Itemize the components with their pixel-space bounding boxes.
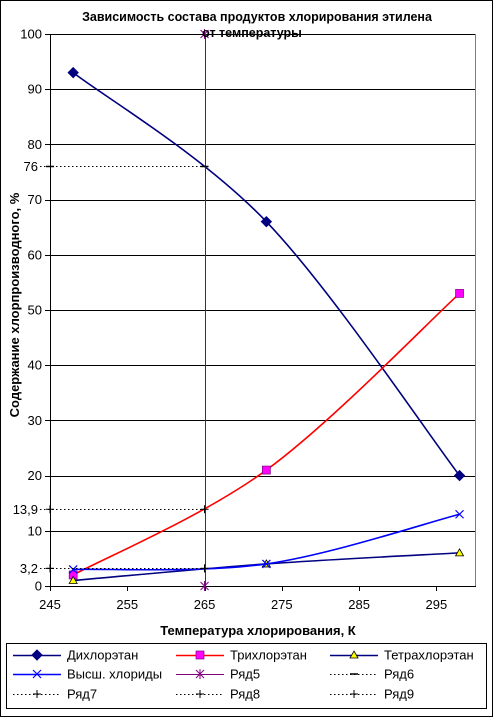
legend-item: Высш. хлориды [13,667,162,682]
legend-marker [195,650,205,660]
legend-label: Высш. хлориды [67,667,162,682]
x-tick-label: 265 [194,597,216,612]
x-tick-label: 255 [116,597,138,612]
legend-label: Ряд5 [230,667,260,682]
series-2-point-2 [262,465,271,475]
x-tick-label: 295 [426,597,448,612]
series-1-point-2 [260,215,273,228]
series-1-point-1 [67,66,79,79]
legend-marker [31,649,43,661]
x-tick-label: 245 [39,597,61,612]
legend [6,643,487,709]
asterisk-marker [200,581,209,591]
legend-item: Ряд9 [330,687,414,702]
asterisk-marker [200,29,209,39]
series-5-point-1 [200,581,209,591]
plus-marker [350,690,358,698]
data-label: 76 [24,159,38,174]
chart-title-line-2: от температуры [202,26,302,40]
series-3-point-3 [454,548,465,557]
x-axis-title: Температура хлорирования, К [160,623,356,638]
legend-label: Трихлорэтан [230,648,307,663]
diamond-marker [67,66,79,79]
y-tick-label: 20 [28,468,42,483]
legend-marker [32,669,42,679]
y-tick-label: 50 [28,303,42,318]
legend-item: Дихлорэтан [13,648,138,663]
legend-item: Ряд6 [330,667,414,682]
plus-marker [200,564,209,573]
series-5-point-2 [200,29,209,39]
y-axis-title: Содержание хлорпроизводного, % [7,192,22,417]
asterisk-marker [195,669,205,679]
x-marker [68,565,78,574]
plus-marker [33,690,41,698]
x-marker [32,669,42,679]
series-2-point-3 [455,289,464,298]
triangle-marker [454,548,465,557]
legend-item: Тетрахлорэтан [330,648,474,663]
legend-marker [33,690,41,698]
legend-item: Трихлорэтан [176,648,307,663]
legend-marker [350,690,358,698]
legend-label: Ряд7 [67,687,97,702]
chart-title-line-1: Зависимость состава продуктов хлорирован… [82,10,433,24]
triangle-marker [68,575,78,584]
series-1-point-3 [453,469,466,482]
y-tick-label: 60 [28,247,42,262]
legend-label: Дихлорэтан [67,648,138,663]
legend-item: Ряд5 [176,667,260,682]
square-marker [262,465,271,475]
axes: 0 10 20 30 40 50 60 70 80 90 100 245 255 265 275 285 295 [20,27,476,612]
x-tick-label: 275 [271,597,293,612]
y-tick-label: 40 [28,358,42,373]
legend-label: Ряд9 [384,687,414,702]
x-marker [455,509,464,519]
plus-marker [196,690,204,698]
y-tick-label: 70 [28,192,42,207]
legend-label: Ряд6 [384,667,414,682]
legend-item: Ряд8 [176,687,260,702]
series-4-point-2 [261,559,271,569]
legend-marker [196,690,204,698]
y-tick-label: 90 [28,82,42,97]
series-layer: 76 13,9 3,2 [13,29,466,591]
data-label: 13,9 [13,502,38,517]
gridlines [50,34,475,587]
x-marker [261,559,271,569]
plus-marker [46,564,54,573]
diamond-marker [260,215,273,228]
series-4-point-3 [455,509,464,519]
series-3-point-1 [68,575,78,584]
square-marker [455,289,464,298]
y-tick-label: 0 [35,579,42,594]
legend-item: Ряд7 [13,687,97,702]
diamond-marker [453,469,466,482]
square-marker [195,650,205,660]
series-4-point-1 [68,565,78,574]
data-label: 3,2 [20,561,38,576]
series-7-point-2 [200,505,209,514]
y-tick-label: 100 [20,27,42,42]
y-tick-label: 80 [28,137,42,152]
plus-marker [200,505,209,514]
series-9-point-1 [46,564,54,573]
diamond-marker [31,649,43,661]
plus-marker [46,505,54,514]
series-9-point-2 [200,564,209,573]
series-7-point-1 [46,505,54,514]
legend-marker [195,669,205,679]
legend-marker [349,650,359,659]
legend-label: Ряд8 [230,687,260,702]
y-tick-label: 30 [28,413,42,428]
triangle-marker [349,650,359,659]
y-tick-label: 10 [28,523,42,538]
legend-label: Тетрахлорэтан [384,648,474,663]
x-tick-label: 285 [348,597,370,612]
legend-items: Дихлорэтан Трихлорэтан Тетрахлорэтан Высш. … [13,648,474,702]
